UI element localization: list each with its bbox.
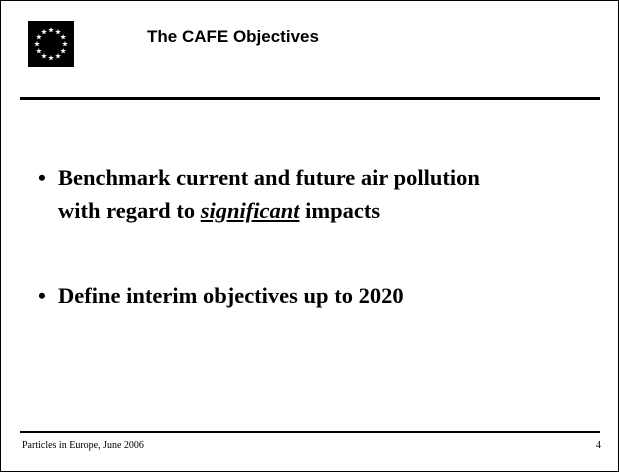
footer-rule <box>20 431 600 433</box>
star <box>48 27 54 33</box>
emphasis: significant <box>200 198 300 223</box>
star <box>48 55 54 61</box>
page-number: 4 <box>596 440 601 451</box>
footer-text: Particles in Europe, June 2006 <box>22 440 144 451</box>
bullet-text: Define interim objectives up to 2020 <box>58 283 404 308</box>
bullet-dot: • <box>38 165 46 190</box>
star <box>36 34 42 40</box>
text: impacts <box>299 198 381 223</box>
star <box>36 48 42 54</box>
bullet: • Define interim objectives up to 2020 <box>38 279 404 312</box>
star <box>41 28 47 35</box>
text: with regard to <box>58 198 201 223</box>
star <box>60 48 66 54</box>
bullet-text: Benchmark current and future air polluti… <box>58 161 480 227</box>
star <box>41 53 47 59</box>
header-rule <box>20 97 600 100</box>
star <box>55 53 61 59</box>
slide-title: The CAFE Objectives <box>147 27 319 46</box>
bullet-dot: • <box>38 283 46 308</box>
star <box>60 34 66 40</box>
star <box>34 41 40 47</box>
star <box>62 41 68 47</box>
bullet: • Benchmark current and future air pollu… <box>38 161 480 227</box>
star <box>55 28 61 35</box>
eu-logo <box>28 21 74 67</box>
logo-stars <box>34 27 68 61</box>
text: Benchmark current and future air polluti… <box>58 165 480 190</box>
